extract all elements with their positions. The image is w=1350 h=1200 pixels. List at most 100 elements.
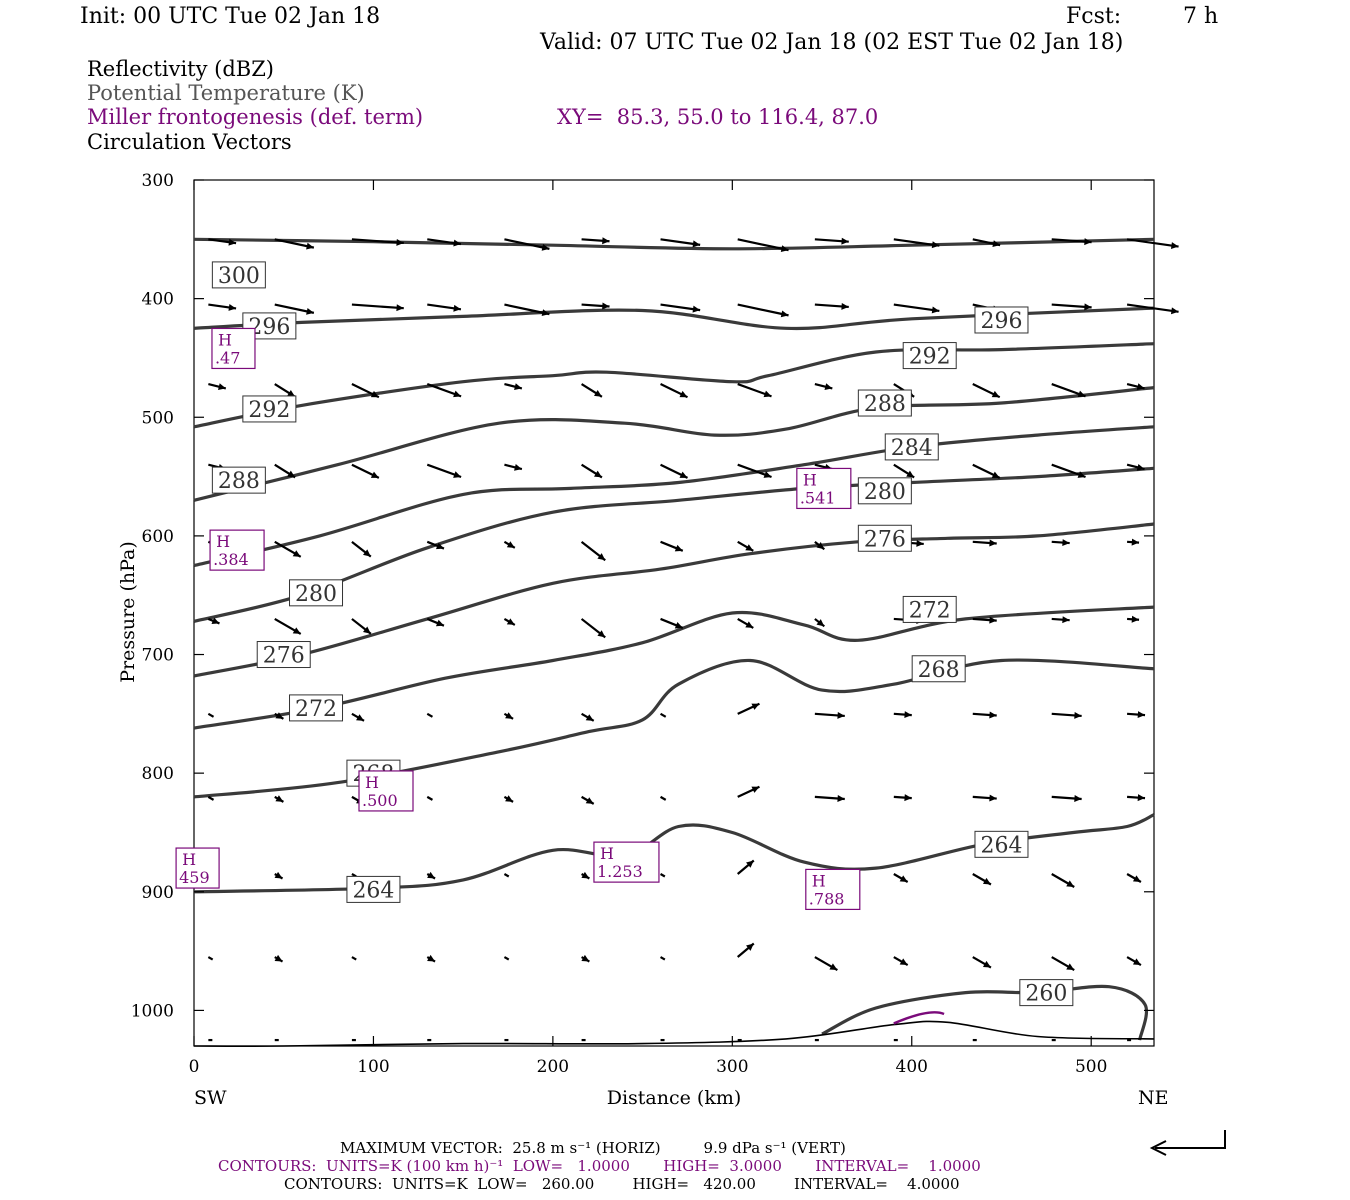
vector-arrowhead [396,304,404,312]
contour-label-box [211,466,266,494]
vector-arrowhead [228,304,237,311]
vector-arrowhead [1074,794,1082,802]
vector-arrowhead [989,616,997,624]
vector-arrowhead [1062,539,1070,547]
frontogenesis-max-value: .384 [213,550,249,569]
vector-arrowhead [593,470,602,478]
field-potential-temperature: Potential Temperature (K) [87,81,365,105]
vector-arrowhead [1132,875,1141,882]
vector-arrowhead [837,794,845,802]
vector-arrowhead [1132,958,1141,966]
vector-arrowhead [982,960,991,968]
init-time: Init: 00 UTC Tue 02 Jan 18 [80,4,381,29]
vector-arrowhead [1136,383,1145,391]
frontogenesis-contour-note: CONTOURS: UNITS=K (100 km h)⁻¹ LOW= 1.00… [218,1157,981,1175]
vector-arrowhead [597,630,606,638]
vector-arrowhead [370,390,379,398]
x-tick-label: 400 [896,1057,928,1077]
circulation-vector [504,238,550,250]
vector-arrowhead [427,954,436,962]
theta-contour-260 [821,984,1149,1041]
vector-arrowhead [989,539,997,547]
circulation-vector [659,873,666,878]
vector-arrowhead [931,306,940,314]
frontogenesis-contour [893,1011,945,1025]
y-tick-label: 400 [142,290,174,310]
contour-label: 288 [218,469,260,494]
frontogenesis-max-box [593,841,660,883]
y-tick-label: 700 [142,646,174,666]
circulation-vector [426,795,434,801]
frontogenesis-max-value: .47 [215,348,240,367]
vector-arrowhead [506,618,515,625]
vector-arrowhead [829,963,838,971]
contour-label: 292 [909,345,951,370]
vector-arrowhead [541,243,550,251]
forecast-hour: 7 h [1183,4,1219,29]
vector-arrowhead [396,238,404,246]
vector-arrowhead [989,794,997,802]
vector-arrowhead [841,237,849,245]
x-tick-label: 500 [1075,1057,1107,1077]
theta-contour-276 [193,522,1155,678]
circulation-vector [737,238,789,252]
contour-label: 272 [909,598,951,623]
contour-label: 264 [352,878,394,903]
frontogenesis-max-letter: H [365,773,379,792]
circulation-vector [207,712,215,718]
vector-arrowhead [751,703,760,710]
vector-arrowhead [506,541,515,548]
circulation-vector [426,712,434,718]
contour-label-box [884,433,939,461]
frontogenesis-max-value: .541 [800,488,836,507]
contour-label: 292 [248,398,290,423]
contour-label-box [857,389,912,417]
y-axis-label: Pressure (hPa) [117,541,139,683]
vector-arrowhead [692,305,701,313]
circulation-vector [207,956,214,961]
contour-label: 300 [218,264,260,289]
vector-arrowhead [745,544,754,551]
vector-arrowhead [217,383,226,391]
frontogenesis-max-letter: H [812,871,826,890]
vector-arrowhead [982,877,991,885]
vector-arrowhead [899,875,908,882]
frontogenesis-max-letter: H [218,330,232,349]
vector-arrowhead [370,471,379,478]
vector-arrowhead [453,304,461,312]
vector-arrowhead [989,711,997,719]
y-tick-label: 1000 [131,1001,174,1021]
field-frontogenesis: Miller frontogenesis (def. term) [87,105,424,129]
vector-arrowhead [1136,463,1145,471]
vector-arrowhead [780,310,789,318]
vector-arrowhead [602,302,610,310]
vector-arrowhead [916,539,924,547]
vector-arrowhead [679,471,688,478]
plot-frame [193,179,1155,1047]
frontogenesis-max-box [209,529,265,571]
theta-contour-272 [193,605,1155,730]
vector-arrowhead [763,390,772,398]
contour-label-box [1019,979,1074,1007]
contour-label-box [911,655,966,683]
vector-arrowhead [356,714,365,721]
circulation-vector [351,303,404,310]
contour-label-box [346,875,401,903]
vector-arrowhead [581,954,590,962]
circulation-vector [351,238,404,245]
vector-arrowhead [751,786,760,793]
vector-arrowhead [991,471,1000,478]
vector-arrowhead [904,711,912,719]
theta-contour-292 [193,342,1155,429]
theta-contours [193,237,1155,1047]
contour-label-box [902,342,957,370]
vector-arrowhead [505,795,514,802]
vector-arrowhead [1062,616,1070,624]
frontogenesis-max-value: 459 [179,868,210,887]
vector-arrowhead [1170,307,1179,315]
valid-time: Valid: 07 UTC Tue 02 Jan 18 (02 EST Tue … [540,30,1124,55]
vector-arrowhead [1077,471,1086,478]
vector-arrowhead [581,871,590,879]
vector-arrowhead [1137,794,1146,802]
